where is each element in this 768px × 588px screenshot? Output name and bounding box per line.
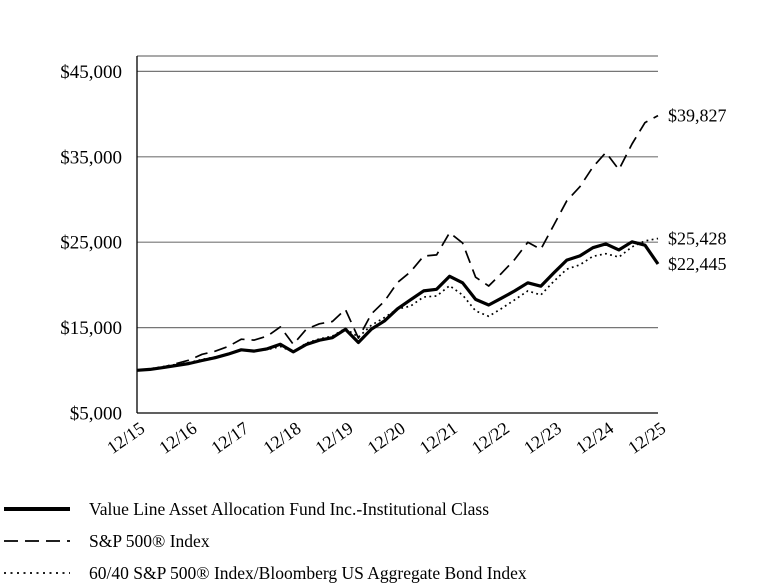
legend-label-6040-blend: 60/40 S&P 500® Index/Bloomberg US Aggreg… (89, 562, 527, 583)
x-axis-tick-label: 12/20 (364, 418, 409, 458)
legend-label-sp500: S&P 500® Index (89, 530, 210, 551)
x-axis-tick-label: 12/24 (572, 418, 617, 458)
x-axis-tick-label: 12/18 (260, 418, 305, 458)
y-axis-tick-label: $15,000 (60, 318, 122, 339)
legend-item-fund: Value Line Asset Allocation Fund Inc.-In… (4, 497, 527, 521)
legend-item-6040-blend: 60/40 S&P 500® Index/Bloomberg US Aggreg… (4, 561, 527, 585)
x-axis-tick-label: 12/25 (624, 418, 669, 458)
x-axis-tick-label: 12/17 (207, 418, 252, 458)
series-end-value-label: $22,445 (668, 254, 727, 274)
series-end-value-label: $25,428 (668, 229, 727, 249)
dotted-line-sample-icon (4, 572, 70, 574)
series-line-1 (136, 114, 659, 372)
y-axis-tick-label: $45,000 (60, 62, 122, 83)
solid-line-sample-icon (4, 507, 70, 511)
series-end-value-label: $39,827 (668, 106, 727, 126)
legend-item-sp500: S&P 500® Index (4, 529, 527, 553)
chart-legend: Value Line Asset Allocation Fund Inc.-In… (4, 497, 527, 585)
series-line-2 (136, 237, 659, 372)
x-axis-tick-label: 12/16 (155, 418, 200, 458)
y-axis-tick-label: $5,000 (70, 404, 122, 425)
y-axis-tick-label: $35,000 (60, 147, 122, 168)
x-axis-tick-label: 12/23 (520, 418, 565, 458)
x-axis-tick-label: 12/21 (416, 418, 461, 458)
x-axis-tick-label: 12/19 (312, 418, 357, 458)
y-axis-tick-label: $25,000 (60, 233, 122, 254)
legend-label-fund: Value Line Asset Allocation Fund Inc.-In… (89, 498, 490, 519)
dashed-line-sample-icon (4, 540, 70, 542)
x-axis-tick-label: 12/22 (468, 418, 513, 458)
